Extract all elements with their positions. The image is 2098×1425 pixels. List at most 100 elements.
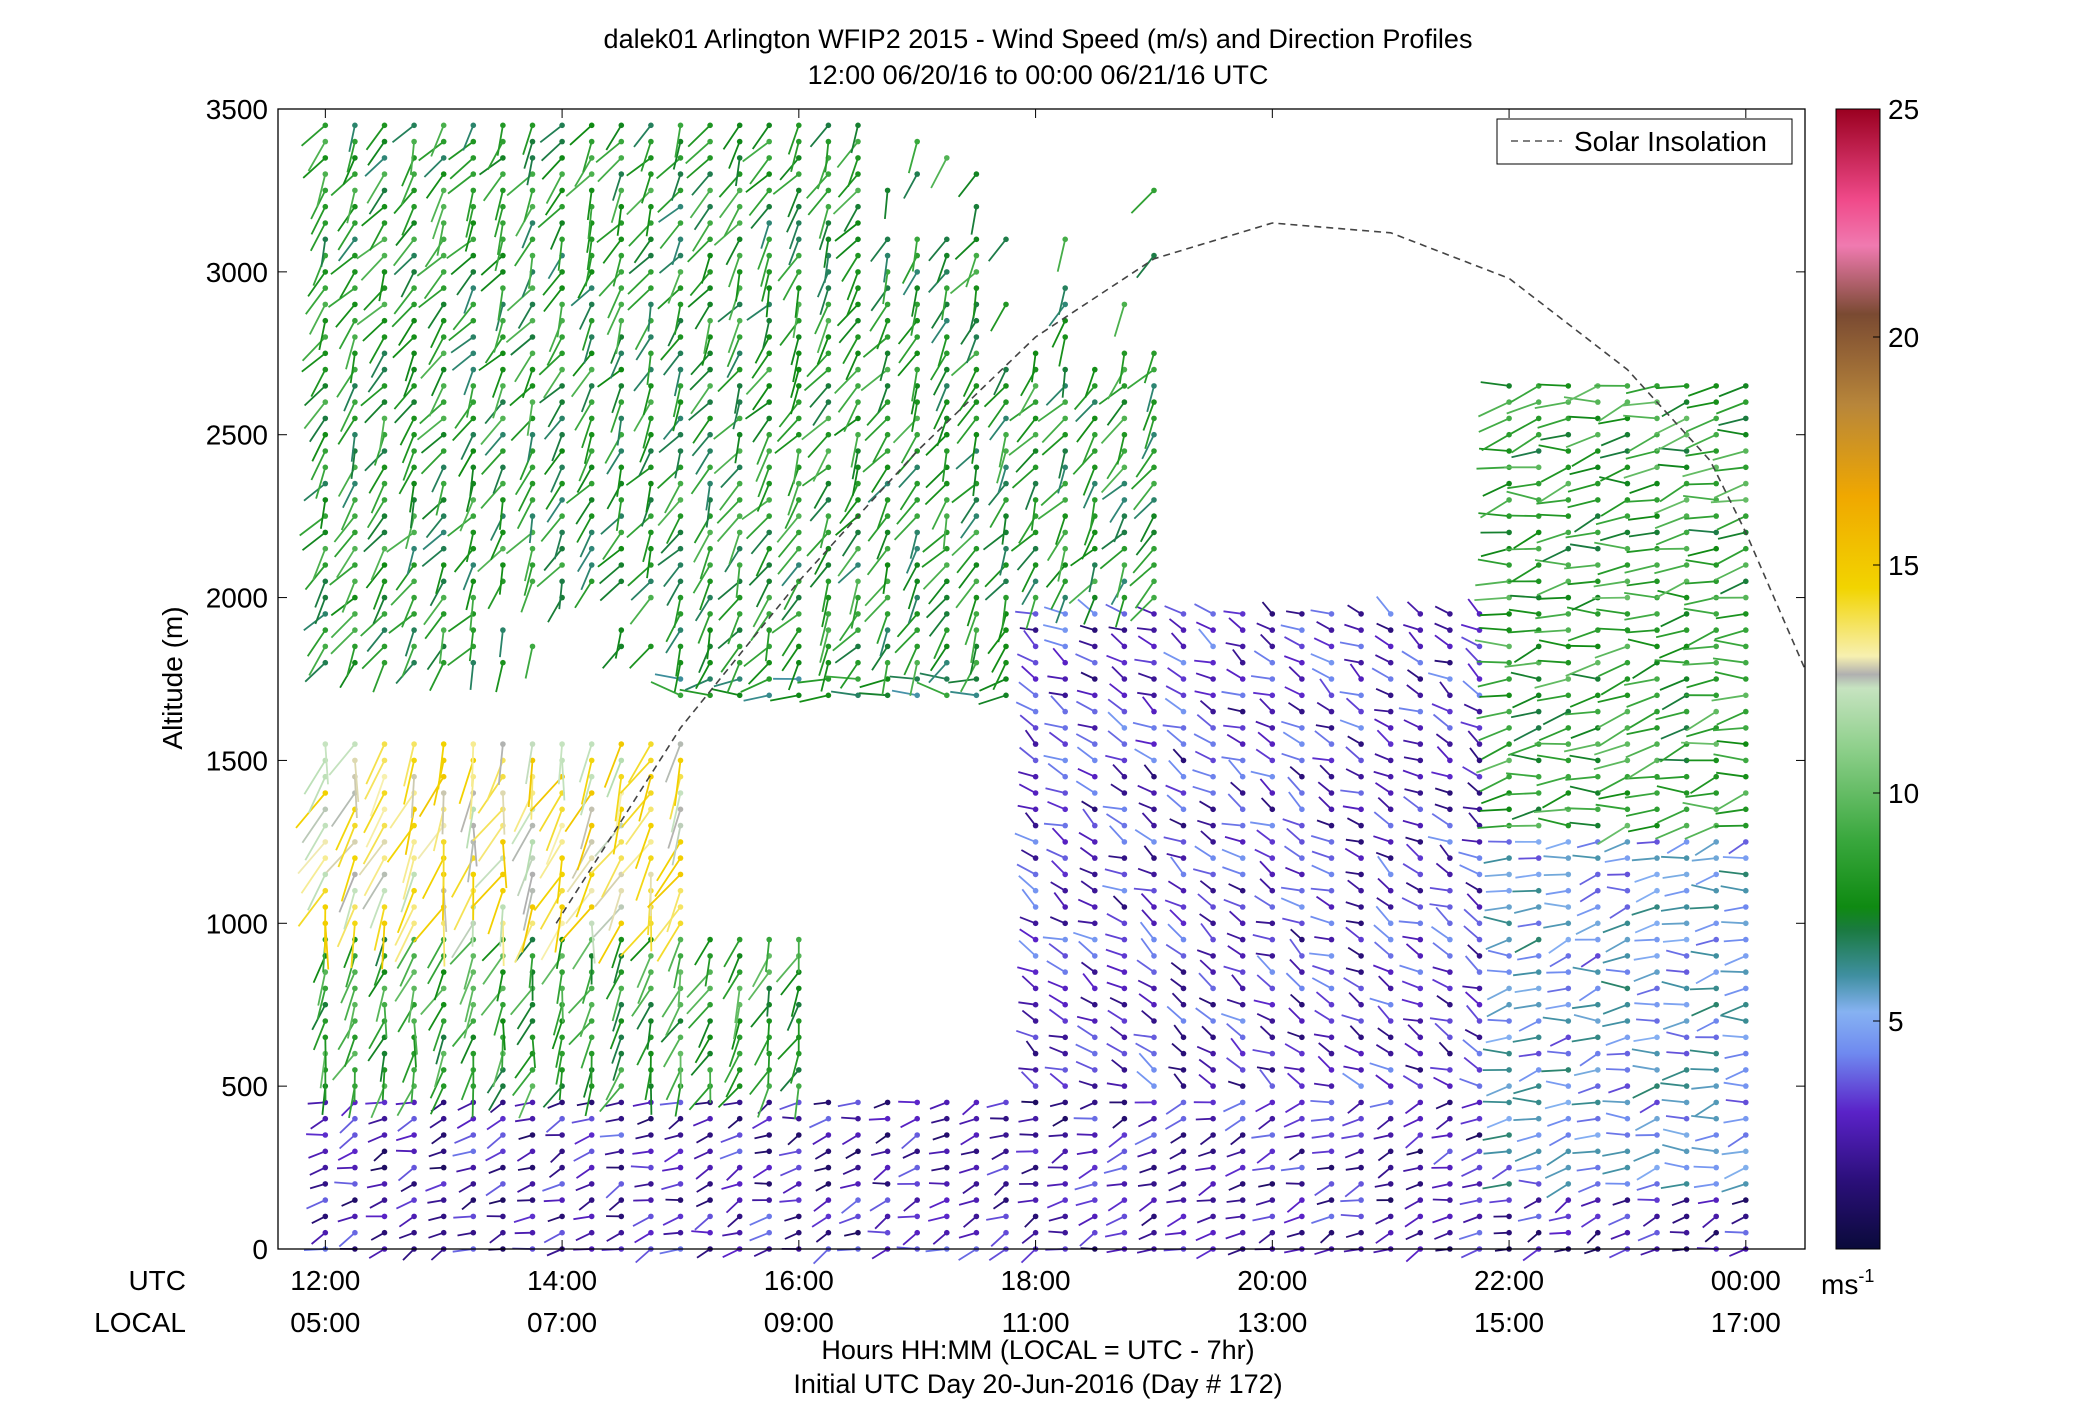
wind-barb-stick (1041, 434, 1066, 456)
wind-barb-dot (1062, 301, 1068, 308)
wind-barb-dot (914, 643, 920, 650)
wind-barb-dot (352, 1115, 358, 1122)
wind-barb-dot (1151, 1197, 1157, 1203)
wind-barb-stick (1371, 667, 1392, 680)
wind-barb-stick (1545, 1080, 1569, 1087)
wind-barb-stick (928, 613, 948, 637)
wind-barb-stick (749, 1231, 770, 1242)
wind-barb-dot (944, 1164, 950, 1171)
wind-barb-stick (697, 613, 711, 644)
wind-barb-stick (1513, 1117, 1539, 1121)
wind-barb-dot (322, 1034, 329, 1041)
wind-barb-stick (375, 988, 386, 1022)
wind-barb-dot (1387, 904, 1394, 910)
wind-barb-dot (1595, 692, 1601, 699)
wind-barb-stick (841, 255, 859, 282)
wind-barb-dot (618, 855, 625, 861)
wind-barb-dot (796, 350, 802, 357)
wind-barb-dot (648, 480, 654, 487)
wind-barb-stick (1082, 466, 1096, 496)
wind-barb-dot (1328, 627, 1335, 633)
wind-barb-dot (411, 203, 417, 210)
wind-barb-dot (1092, 562, 1098, 568)
wind-barb-dot (470, 529, 477, 536)
wind-barb-dot (1595, 855, 1601, 861)
wind-barb-stick (303, 613, 326, 632)
wind-barb-dot (884, 1181, 891, 1187)
wind-barb-dot (1328, 920, 1335, 927)
wind-barb-dot (1447, 611, 1453, 617)
wind-barb-stick (1534, 401, 1569, 409)
wind-barb-stick (505, 531, 534, 555)
wind-barb-dot (588, 1181, 595, 1187)
wind-barb-stick (370, 1085, 386, 1119)
wind-barb-dot (588, 1099, 595, 1106)
wind-barb-stick (1016, 548, 1037, 571)
wind-barb-stick (574, 401, 593, 431)
wind-barb-stick (765, 939, 771, 972)
wind-barb-stick (337, 1215, 356, 1223)
wind-barb-dot (1654, 920, 1660, 927)
wind-barb-dot (1092, 741, 1098, 747)
wind-barb-stick (399, 955, 415, 987)
wind-barb-dot (322, 1197, 329, 1203)
wind-barb-stick (510, 987, 534, 1016)
wind-barb-stick (1286, 827, 1303, 843)
wind-barb-stick (1340, 1199, 1362, 1203)
wind-barb-stick (428, 336, 445, 366)
wind-barb-dot (796, 1229, 802, 1236)
wind-barb-dot (411, 236, 417, 243)
wind-barb-dot (440, 611, 447, 617)
wind-barb-stick (693, 1150, 711, 1160)
wind-barb-stick (362, 825, 386, 865)
wind-barb-stick (1046, 1199, 1066, 1209)
wind-barb-dot (1151, 627, 1157, 633)
wind-barb-stick (368, 1020, 386, 1050)
wind-barb-stick (320, 239, 327, 267)
wind-barb-dot (1358, 790, 1364, 796)
wind-barb-stick (363, 792, 386, 834)
wind-barb-dot (322, 1213, 329, 1220)
wind-barb-stick (787, 662, 800, 691)
wind-barb-dot (1062, 545, 1068, 552)
wind-barb-dot (352, 415, 358, 422)
wind-barb-stick (675, 646, 682, 677)
wind-barb-dot (411, 171, 417, 177)
wind-barb-dot (618, 171, 625, 177)
wind-barb-stick (308, 1150, 326, 1159)
wind-barb-stick (1256, 622, 1273, 631)
wind-barb-stick (605, 1069, 623, 1101)
wind-barb-stick (870, 238, 889, 263)
wind-barb-stick (965, 336, 978, 364)
wind-barb-dot (500, 448, 506, 454)
wind-barb-stick (330, 596, 356, 617)
wind-barb-dot (855, 448, 861, 454)
wind-barb-dot (677, 1148, 684, 1155)
wind-barb-dot (944, 659, 950, 666)
wind-barb-dot (855, 1197, 861, 1203)
wind-barb-stick (1477, 824, 1510, 829)
wind-barb-dot (529, 1099, 536, 1106)
wind-barb-dot (500, 790, 506, 796)
wind-barb-dot (1121, 773, 1128, 780)
wind-barb-dot (1417, 1034, 1424, 1041)
wind-barb-stick (522, 874, 534, 915)
wind-barb-stick (409, 499, 415, 529)
wind-barb-stick (1168, 618, 1185, 631)
wind-barb-stick (674, 125, 682, 158)
wind-barb-stick (484, 434, 504, 456)
wind-barb-dot (1476, 855, 1483, 861)
wind-barb-dot (1062, 480, 1068, 487)
wind-barb-dot (766, 171, 772, 177)
wind-barb-stick (1344, 1150, 1362, 1159)
wind-barb-dot (1506, 1197, 1512, 1203)
wind-barb-stick (1576, 841, 1599, 849)
wind-barb-stick (1051, 827, 1066, 843)
wind-barb-dot (618, 1213, 625, 1220)
wind-barb-dot (352, 431, 358, 438)
wind-barb-stick (1311, 1215, 1332, 1224)
wind-barb-dot (1624, 448, 1631, 454)
wind-barb-stick (1628, 531, 1658, 538)
wind-barb-dot (529, 936, 536, 943)
wind-barb-dot (1624, 1067, 1631, 1073)
